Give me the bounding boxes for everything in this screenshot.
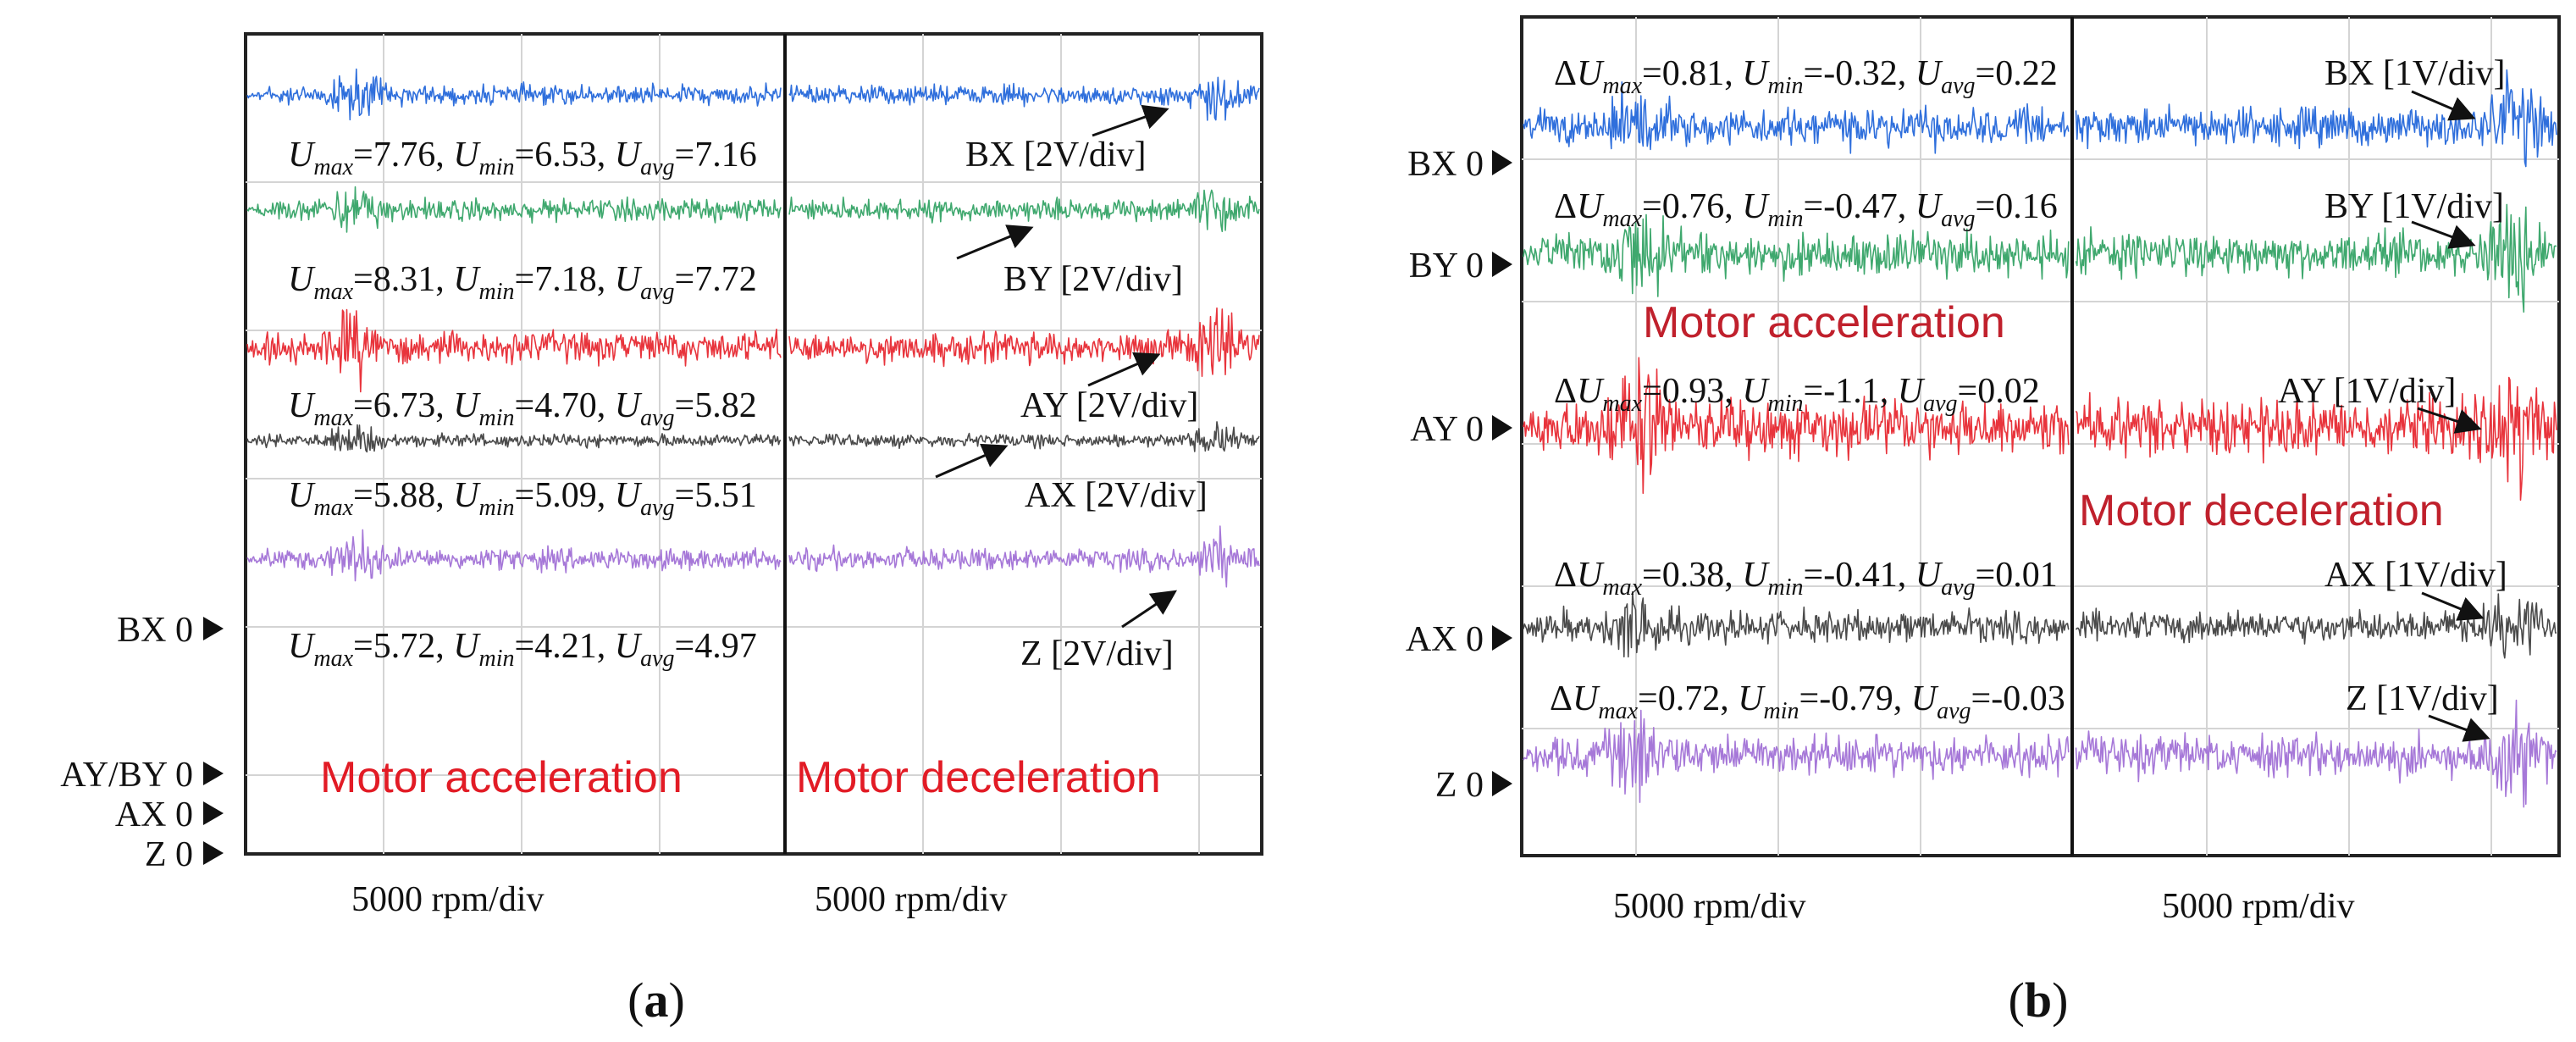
panel-a-arrow-BX <box>1092 104 1169 137</box>
panel-a-zero-BX: BX 0 <box>117 611 193 650</box>
panel-a-trace-AX <box>246 421 1260 453</box>
panel-b-trace-BY <box>1523 203 2557 313</box>
panel-b-zero-AX: AX 0 <box>1406 620 1484 659</box>
panel-a-caption: (a) <box>627 973 685 1028</box>
panel-a-trace-AY <box>246 307 1260 393</box>
panel-b-phase-accel: Motor acceleration <box>1643 298 2005 347</box>
panel-b-zero-Z-marker <box>1492 771 1512 796</box>
panel-a-grid <box>246 34 1262 854</box>
panel-b-stats-Z: ΔUmax=0.72, Umin=-0.79, Uavg=-0.03 <box>1550 679 2065 724</box>
panel-b-stats-BY: ΔUmax=0.76, Umin=-0.47, Uavg=0.16 <box>1554 187 2058 232</box>
panel-b-scale-Z: Z [1V/div] <box>2346 679 2499 718</box>
panel-b-zero-AY: AY 0 <box>1410 410 1484 449</box>
panel-a-stats-AX: Umax=5.88, Umin=5.09, Uavg=5.51 <box>288 476 757 521</box>
panel-b-zero-BX: BX 0 <box>1407 145 1484 184</box>
panel-b-arrow-BY <box>2411 220 2476 249</box>
panel-a-scale-AY: AY [2V/div] <box>1020 386 1198 425</box>
panel-b-zero-AY-marker <box>1492 415 1512 441</box>
panel-a-phase-accel: Motor acceleration <box>320 753 683 802</box>
panel-a-xunit-right: 5000 rpm/div <box>815 880 1008 919</box>
panel-a-zero-BX-marker <box>203 617 224 640</box>
panel-a-scale-Z: Z [2V/div] <box>1020 635 1174 673</box>
panel-b-trace-AX <box>1523 590 2557 659</box>
panel-b-zero-BY-marker <box>1492 252 1512 277</box>
panel-b-scale-AX: AX [1V/div] <box>2324 556 2507 595</box>
panel-b-arrow-Z <box>2428 714 2490 742</box>
panel-a-phase-decel: Motor deceleration <box>796 753 1161 802</box>
panel-b-zero-AX-marker <box>1492 625 1512 651</box>
panel-b-stats-BX: ΔUmax=0.81, Umin=-0.32, Uavg=0.22 <box>1554 54 2058 99</box>
panel-b-xunit-right: 5000 rpm/div <box>2162 887 2355 926</box>
panel-b-trace-Z <box>1523 699 2557 808</box>
panel-b: ΔUmax=0.81, Umin=-0.32, Uavg=0.22 BX [1V… <box>1406 15 2561 1028</box>
panel-a-arrow-BY <box>956 224 1034 260</box>
panel-b-scale-BY: BY [1V/div] <box>2324 187 2504 226</box>
panel-a-stats-BX: Umax=7.76, Umin=6.53, Uavg=7.16 <box>288 136 757 180</box>
panel-a-scale-BX: BX [2V/div] <box>965 136 1147 175</box>
panel-a-scale-AX: AX [2V/div] <box>1025 476 1208 515</box>
panel-b-arrow-BX <box>2411 90 2476 121</box>
panel-a-stats-BY: Umax=8.31, Umin=7.18, Uavg=7.72 <box>288 260 757 305</box>
panel-b-frame <box>1520 15 2561 857</box>
panel-a-traces <box>246 68 1260 588</box>
panel-a-zero-Z-marker <box>203 841 224 865</box>
panel-b-zero-BX-marker <box>1492 150 1512 175</box>
panel-a: Umax=7.76, Umin=6.53, Uavg=7.16 BX [2V/d… <box>60 32 1263 1028</box>
panel-a-scale-BY: BY [2V/div] <box>1003 260 1183 299</box>
panel-a-stats-AY: Umax=6.73, Umin=4.70, Uavg=5.82 <box>288 386 757 431</box>
panel-b-arrow-AY <box>2417 407 2482 434</box>
panel-b-xunit-left: 5000 rpm/div <box>1613 887 1806 926</box>
panel-a-zero-AX-marker <box>203 801 224 825</box>
panel-b-zero-BY: BY 0 <box>1409 247 1484 285</box>
panel-b-arrow-AX <box>2421 591 2485 621</box>
panel-b-stats-AX: ΔUmax=0.38, Umin=-0.41, Uavg=0.01 <box>1554 556 2058 601</box>
panel-a-stats-Z: Umax=5.72, Umin=4.21, Uavg=4.97 <box>288 627 757 672</box>
panel-b-zero-Z: Z 0 <box>1435 766 1484 805</box>
panel-a-arrow-AY <box>1087 352 1161 387</box>
panel-b-phase-decel: Motor deceleration <box>2079 486 2444 535</box>
panel-b-scale-BX: BX [1V/div] <box>2324 54 2506 93</box>
panel-b-trace-BX <box>1523 69 2557 168</box>
panel-a-xunit-left: 5000 rpm/div <box>351 880 544 919</box>
panel-a-zero-AX: AX 0 <box>115 795 193 834</box>
panel-a-trace-BX <box>246 68 1260 121</box>
panel-a-zero-AYBY: AY/BY 0 <box>60 756 193 795</box>
panel-a-trace-BY <box>246 186 1260 233</box>
panel-b-scale-AY: AY [1V/div] <box>2278 372 2456 411</box>
panel-a-arrow-Z <box>1121 590 1177 629</box>
panel-b-stats-AY: ΔUmax=0.93, Umin=-1.1, Uavg=0.02 <box>1554 372 2040 417</box>
panel-a-trace-Z <box>246 525 1260 588</box>
panel-a-zero-AYBY-marker <box>203 762 224 785</box>
panel-a-zero-Z: Z 0 <box>145 835 193 874</box>
panel-b-caption: (b) <box>2009 973 2069 1028</box>
panel-a-arrow-AX <box>935 443 1009 479</box>
